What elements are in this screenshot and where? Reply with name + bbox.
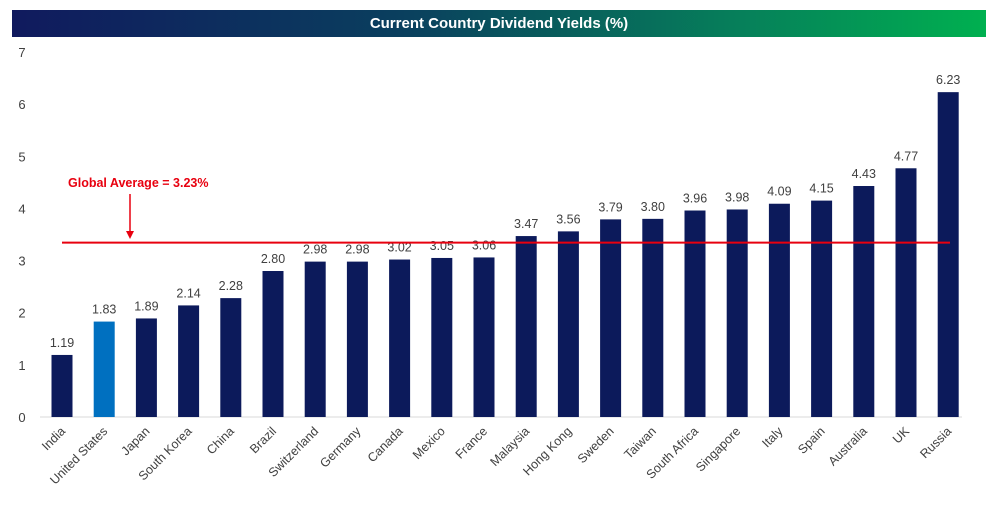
y-tick-label: 2 (18, 306, 25, 321)
x-tick-label: Brazil (247, 424, 279, 456)
data-label: 3.79 (598, 200, 622, 214)
y-tick-label: 3 (18, 254, 25, 269)
data-label: 6.23 (936, 73, 960, 87)
x-tick-label: China (204, 424, 237, 457)
data-label: 1.83 (92, 303, 116, 317)
data-label: 4.77 (894, 149, 918, 163)
x-tick-label: Canada (365, 424, 406, 465)
bar (346, 261, 368, 417)
arrow-head-icon (126, 231, 134, 239)
bar (135, 318, 157, 417)
data-label: 2.28 (219, 279, 243, 293)
x-tick-label: Singapore (693, 424, 743, 474)
x-tick-label: India (39, 424, 68, 453)
data-label: 2.98 (345, 243, 369, 257)
x-tick-label: Taiwan (621, 424, 658, 461)
bar (642, 218, 664, 417)
bar (768, 203, 790, 417)
bar (262, 271, 284, 417)
bar (51, 354, 73, 417)
y-tick-label: 4 (18, 201, 25, 216)
x-tick-label: Spain (795, 424, 828, 457)
bar (304, 261, 326, 417)
bar (93, 321, 115, 417)
data-label: 3.96 (683, 192, 707, 206)
bar (473, 257, 495, 417)
x-tick-label: Australia (826, 424, 870, 468)
bar (220, 298, 242, 417)
bar (515, 236, 537, 417)
x-tick-label: Japan (119, 424, 153, 458)
bar (178, 305, 200, 417)
x-tick-label: Germany (317, 424, 364, 471)
data-label: 4.09 (767, 185, 791, 199)
y-tick-label: 7 (18, 45, 25, 60)
bar (557, 231, 579, 417)
bar (811, 200, 833, 417)
y-tick-label: 0 (18, 410, 25, 425)
data-label: 3.06 (472, 238, 496, 252)
y-tick-label: 5 (18, 149, 25, 164)
x-tick-label: Sweden (575, 424, 617, 466)
bar (684, 210, 706, 417)
data-label: 2.98 (303, 243, 327, 257)
data-label: 4.43 (852, 167, 876, 181)
data-label: 4.15 (809, 182, 833, 196)
x-tick-label: France (453, 424, 490, 461)
reference-line-label: Global Average = 3.23% (68, 176, 208, 190)
bar (389, 259, 411, 417)
bar (431, 257, 453, 417)
bar (726, 209, 748, 417)
data-label: 3.47 (514, 217, 538, 231)
data-label: 3.56 (556, 212, 580, 226)
data-label: 3.98 (725, 190, 749, 204)
bar (853, 186, 875, 417)
chart-title: Current Country Dividend Yields (%) (12, 10, 986, 37)
bar (937, 92, 959, 418)
x-tick-label: Russia (917, 424, 954, 461)
data-label: 2.80 (261, 252, 285, 266)
y-tick-label: 6 (18, 97, 25, 112)
data-label: 3.05 (430, 239, 454, 253)
data-label: 1.19 (50, 336, 74, 350)
x-tick-label: Mexico (410, 424, 448, 462)
bar (600, 219, 622, 417)
data-label: 2.14 (176, 286, 200, 300)
x-tick-label: UK (890, 424, 913, 447)
bar (895, 168, 917, 417)
x-tick-label: Italy (759, 424, 786, 451)
data-label: 3.02 (387, 241, 411, 255)
data-label: 3.80 (641, 200, 665, 214)
y-tick-label: 1 (18, 358, 25, 373)
data-label: 1.89 (134, 299, 158, 313)
